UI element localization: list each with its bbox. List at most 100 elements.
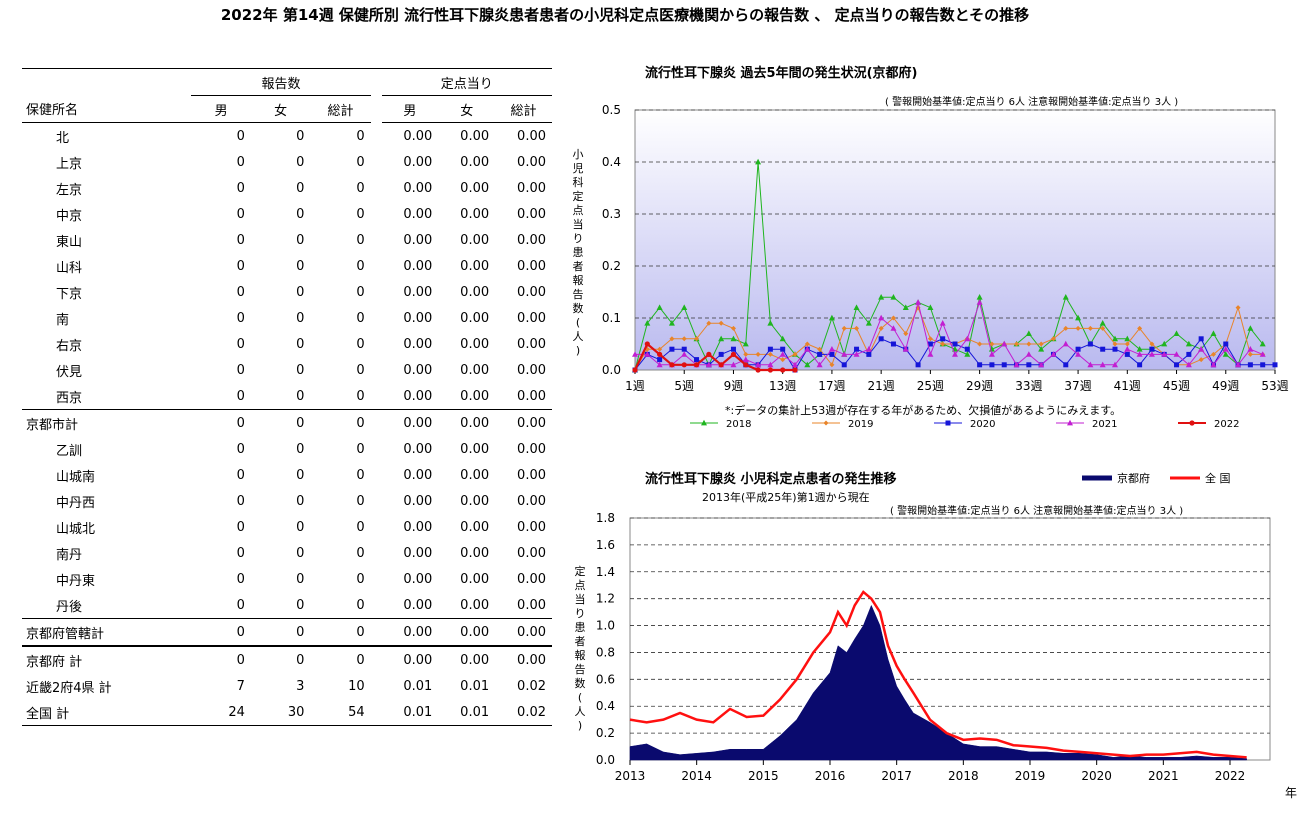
table-row: 乙訓 0 0 0 0.00 0.00 0.00: [22, 436, 552, 462]
y-tick-label: 1.4: [596, 565, 615, 579]
x-tick-label: 21週: [868, 379, 895, 393]
total-count: 0: [356, 206, 365, 222]
row-name: 北: [56, 130, 70, 146]
row-name: 左京: [56, 182, 83, 198]
female-count: 0: [296, 415, 305, 431]
data-point: [1222, 351, 1229, 357]
ylabel-char: 定: [575, 564, 586, 578]
row-name: 京都府 計: [26, 654, 83, 670]
male-count: 0: [236, 258, 245, 274]
male-count: 0: [236, 415, 245, 431]
total-count: 0: [356, 493, 365, 509]
data-point: [718, 351, 724, 357]
male-rate: 0.00: [403, 545, 433, 561]
data-point: [1185, 340, 1192, 347]
male-count: 0: [236, 154, 245, 170]
data-point: [792, 351, 798, 357]
data-point: [854, 325, 860, 331]
female-count: 0: [296, 232, 305, 248]
data-point: [668, 320, 675, 326]
table-row: 北 0 0 0 0.00 0.00 0.00: [22, 123, 552, 150]
table-row: 南丹 0 0 0 0.00 0.00 0.00: [22, 540, 552, 566]
female-rate: 0.00: [460, 415, 490, 431]
row-name: 山科: [56, 260, 83, 276]
data-point: [1014, 341, 1020, 347]
x-tick-label: 9週: [724, 379, 744, 393]
table-row: 下京 0 0 0 0.00 0.00 0.00: [22, 279, 552, 305]
data-point: [964, 346, 970, 352]
ylabel-char: 人: [573, 330, 584, 343]
data-point: [742, 340, 749, 347]
y-tick-label: 0.2: [602, 259, 621, 273]
male-rate: 0.00: [403, 652, 433, 668]
table-row: 西京 0 0 0 0.00 0.00 0.00: [22, 383, 552, 410]
female-rate: 0.00: [460, 519, 490, 535]
ylabel-char: 告: [573, 288, 584, 301]
female-rate: 0.00: [460, 128, 490, 144]
x-tick-label: 45週: [1163, 379, 1190, 393]
data-point: [878, 294, 885, 300]
data-point: [977, 362, 983, 368]
total-count: 10: [348, 678, 365, 694]
row-name: 京都市計: [26, 417, 79, 433]
row-name: 中丹西: [56, 495, 96, 511]
data-point: [816, 361, 823, 368]
total-count: 0: [356, 180, 365, 196]
total-rate: 0.00: [517, 232, 546, 248]
x-tick-label: 2018: [948, 769, 979, 783]
data-point: [902, 346, 909, 352]
female-count: 0: [296, 336, 305, 352]
data-point: [632, 351, 638, 357]
data-point: [694, 336, 700, 342]
data-point: [989, 341, 995, 347]
ylabel-char: 人: [575, 705, 586, 718]
data-point: [743, 351, 749, 357]
male-count: 7: [236, 678, 245, 694]
data-point: [767, 320, 774, 326]
data-point: [1124, 346, 1131, 352]
data-point: [718, 362, 724, 368]
series-line: [634, 305, 1263, 371]
data-point: [915, 362, 921, 368]
data-point: [804, 341, 810, 347]
data-point: [1100, 346, 1106, 352]
data-point: [681, 351, 688, 357]
data-point: [1210, 351, 1216, 357]
data-point: [718, 335, 725, 342]
data-point: [694, 357, 700, 363]
total-count: 0: [356, 284, 365, 300]
y-tick-label: 0.8: [596, 645, 615, 659]
total-count: 0: [356, 415, 365, 431]
y-tick-label: 1.8: [596, 511, 615, 525]
data-point: [1001, 340, 1008, 347]
data-point: [1210, 330, 1217, 336]
y-tick-label: 0.6: [596, 672, 615, 686]
male-rate: 0.00: [403, 415, 433, 431]
data-point: [804, 361, 811, 368]
table-row: 丹後 0 0 0 0.00 0.00 0.00: [22, 592, 552, 619]
female-count: 0: [296, 128, 305, 144]
x-tick-label: 2015: [748, 769, 779, 783]
female-count: 0: [296, 154, 305, 170]
female-count: 0: [296, 493, 305, 509]
table-row: 京都府管轄計 0 0 0 0.00 0.00 0.00: [22, 618, 552, 647]
data-point: [701, 419, 707, 426]
female-rate: 0.00: [460, 362, 490, 378]
x-tick-label: 2022: [1215, 769, 1246, 783]
y-tick-label: 0.1: [602, 311, 621, 325]
chart1-svg: 0.0 0.1 0.2 0.3 0.4 0.5 1週 5週 9週 13週 17週 21週 25週 29週 3…: [573, 103, 1289, 430]
row-name: 丹後: [22, 592, 192, 619]
data-point: [1038, 341, 1044, 347]
data-point: [1149, 341, 1155, 347]
ylabel-char: 科: [573, 175, 584, 189]
y-tick-label: 0.0: [602, 363, 621, 377]
data-point: [1198, 357, 1204, 363]
male-count: 0: [236, 310, 245, 326]
male-count: 0: [236, 493, 245, 509]
table-group-header-row: 報告数 定点当り: [22, 68, 552, 96]
data-point: [681, 304, 688, 310]
x-tick-label: 2021: [1148, 769, 1179, 783]
data-point: [644, 351, 651, 357]
ylabel-char: 報: [575, 649, 586, 662]
